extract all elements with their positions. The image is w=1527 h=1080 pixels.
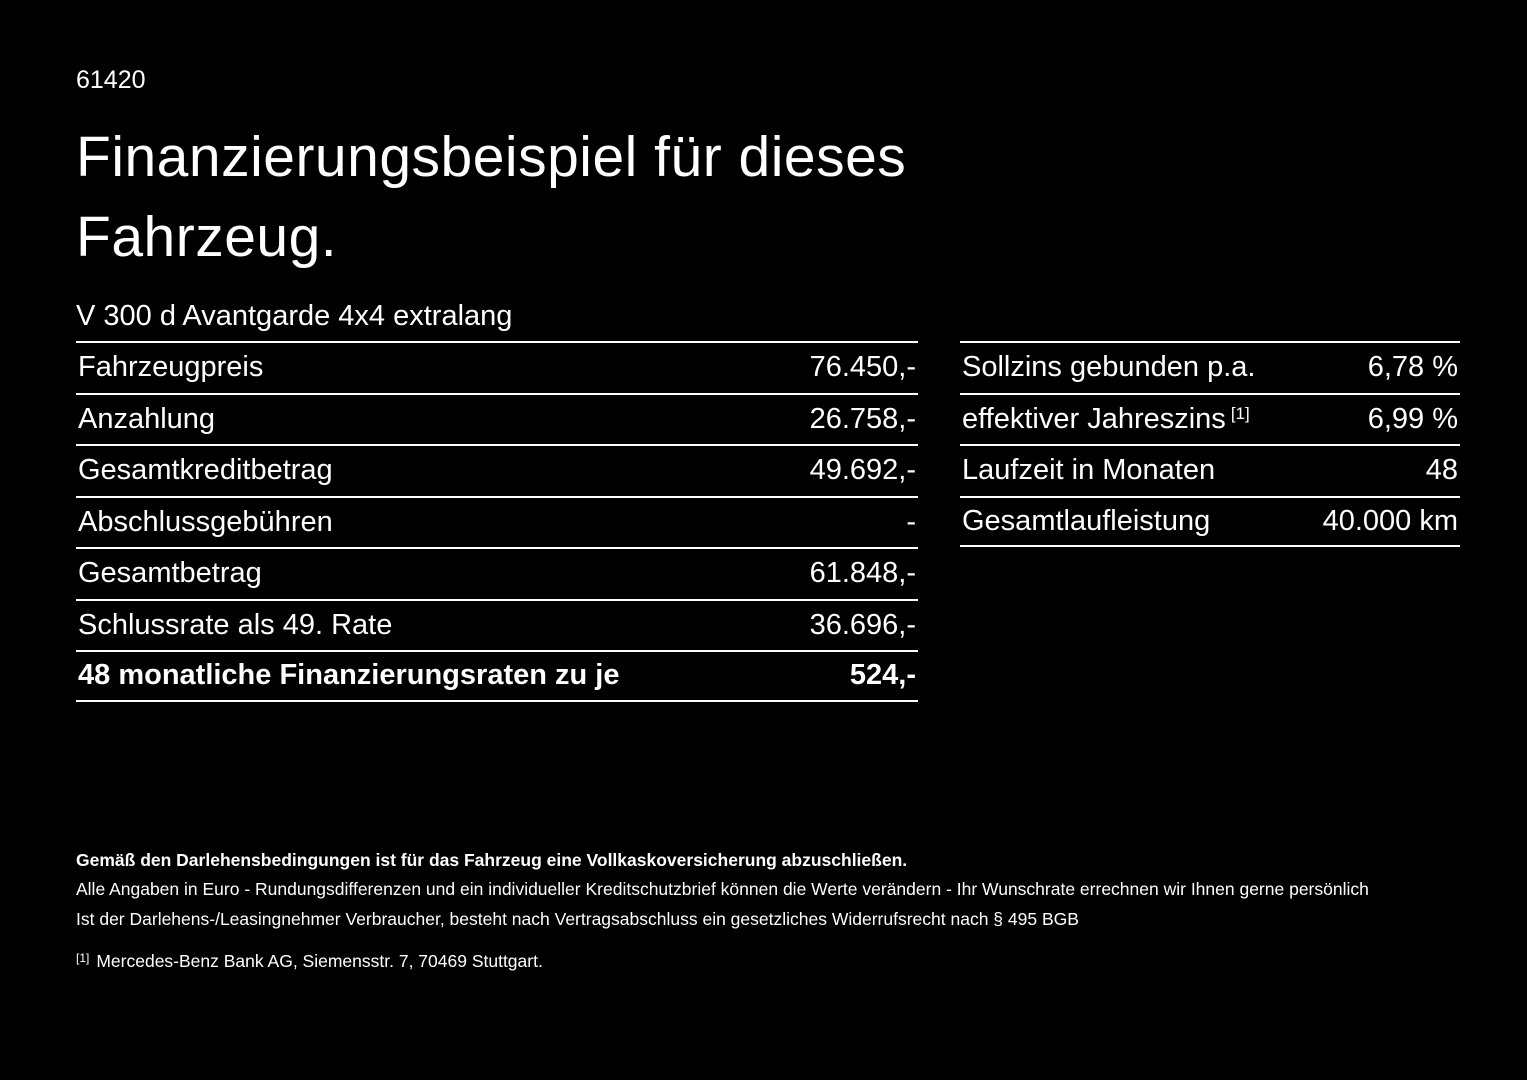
row-label: Laufzeit in Monaten xyxy=(962,454,1216,487)
row-label: effektiver Jahreszins [1] xyxy=(962,403,1250,436)
row-label: Gesamtkreditbetrag xyxy=(78,454,333,487)
table-row-gesamtlaufleistung: Gesamtlaufleistung 40.000 km xyxy=(960,495,1460,547)
vehicle-model: V 300 d Avantgarde 4x4 extralang xyxy=(76,300,513,332)
footnote: [1] Mercedes-Benz Bank AG, Siemensstr. 7,… xyxy=(76,947,1466,976)
table-row-effektiver-jahreszins: effektiver Jahreszins [1] 6,99 % xyxy=(960,392,1460,445)
page-title-line1: Finanzierungsbeispiel für dieses xyxy=(76,125,907,189)
row-value: 6,78 % xyxy=(1367,351,1458,384)
table-row-abschlussgebuehren: Abschlussgebühren - xyxy=(76,495,918,548)
financing-table-left: Fahrzeugpreis 76.450,- Anzahlung 26.758,… xyxy=(76,341,918,702)
row-value: 61.848,- xyxy=(809,557,916,590)
row-label: Gesamtbetrag xyxy=(78,557,262,590)
row-value: 26.758,- xyxy=(809,402,916,435)
row-value: 524,- xyxy=(849,659,916,692)
footnote-reference: [1] xyxy=(1230,403,1250,423)
row-value: 49.692,- xyxy=(809,454,916,487)
row-label: Fahrzeugpreis xyxy=(78,351,264,384)
table-row-gesamtkreditbetrag: Gesamtkreditbetrag 49.692,- xyxy=(76,444,918,496)
row-value: 36.696,- xyxy=(809,608,916,641)
row-label: Anzahlung xyxy=(78,402,216,435)
table-row-fahrzeugpreis: Fahrzeugpreis 76.450,- xyxy=(76,341,918,393)
footnote-text: Mercedes-Benz Bank AG, Siemensstr. 7, 70… xyxy=(96,951,543,972)
table-row-sollzins: Sollzins gebunden p.a. 6,78 % xyxy=(960,341,1460,393)
disclaimer-note-1: Alle Angaben in Euro - Rundungsdifferenz… xyxy=(76,879,1369,900)
financing-tables: Fahrzeugpreis 76.450,- Anzahlung 26.758,… xyxy=(76,341,1460,702)
table-row-gesamtbetrag: Gesamtbetrag 61.848,- xyxy=(76,547,918,599)
row-label: Abschlussgebühren xyxy=(78,505,333,538)
page-title: Finanzierungsbeispiel für dieses Fahrzeu… xyxy=(76,118,906,278)
disclaimer-note-2: Ist der Darlehens-/Leasingnehmer Verbrau… xyxy=(76,908,1079,929)
row-label: Gesamtlaufleistung xyxy=(962,504,1211,537)
row-label: Sollzins gebunden p.a. xyxy=(962,351,1256,384)
row-value: 6,99 % xyxy=(1367,402,1458,435)
document-number: 61420 xyxy=(76,66,146,94)
row-value: - xyxy=(906,505,916,538)
row-label: 48 monatliche Finanzierungsraten zu je xyxy=(78,659,620,692)
row-value: 40.000 km xyxy=(1322,504,1458,537)
row-value: 76.450,- xyxy=(809,351,916,384)
page-title-line2: Fahrzeug. xyxy=(76,204,338,269)
row-label: Schlussrate als 49. Rate xyxy=(78,608,393,641)
table-row-monatsrate: 48 monatliche Finanzierungsraten zu je 5… xyxy=(76,650,918,702)
row-label-text: effektiver Jahreszins xyxy=(962,402,1226,435)
financing-table-right: Sollzins gebunden p.a. 6,78 % effektiver… xyxy=(960,341,1460,547)
footer-notes: Gemäß den Darlehensbedingungen ist für d… xyxy=(76,846,1466,977)
table-row-anzahlung: Anzahlung 26.758,- xyxy=(76,392,918,445)
row-value: 48 xyxy=(1425,454,1458,487)
insurance-note: Gemäß den Darlehensbedingungen ist für d… xyxy=(76,850,908,870)
table-row-laufzeit: Laufzeit in Monaten 48 xyxy=(960,444,1460,496)
footnote-marker: [1] xyxy=(76,951,90,966)
table-row-schlussrate: Schlussrate als 49. Rate 36.696,- xyxy=(76,598,918,651)
